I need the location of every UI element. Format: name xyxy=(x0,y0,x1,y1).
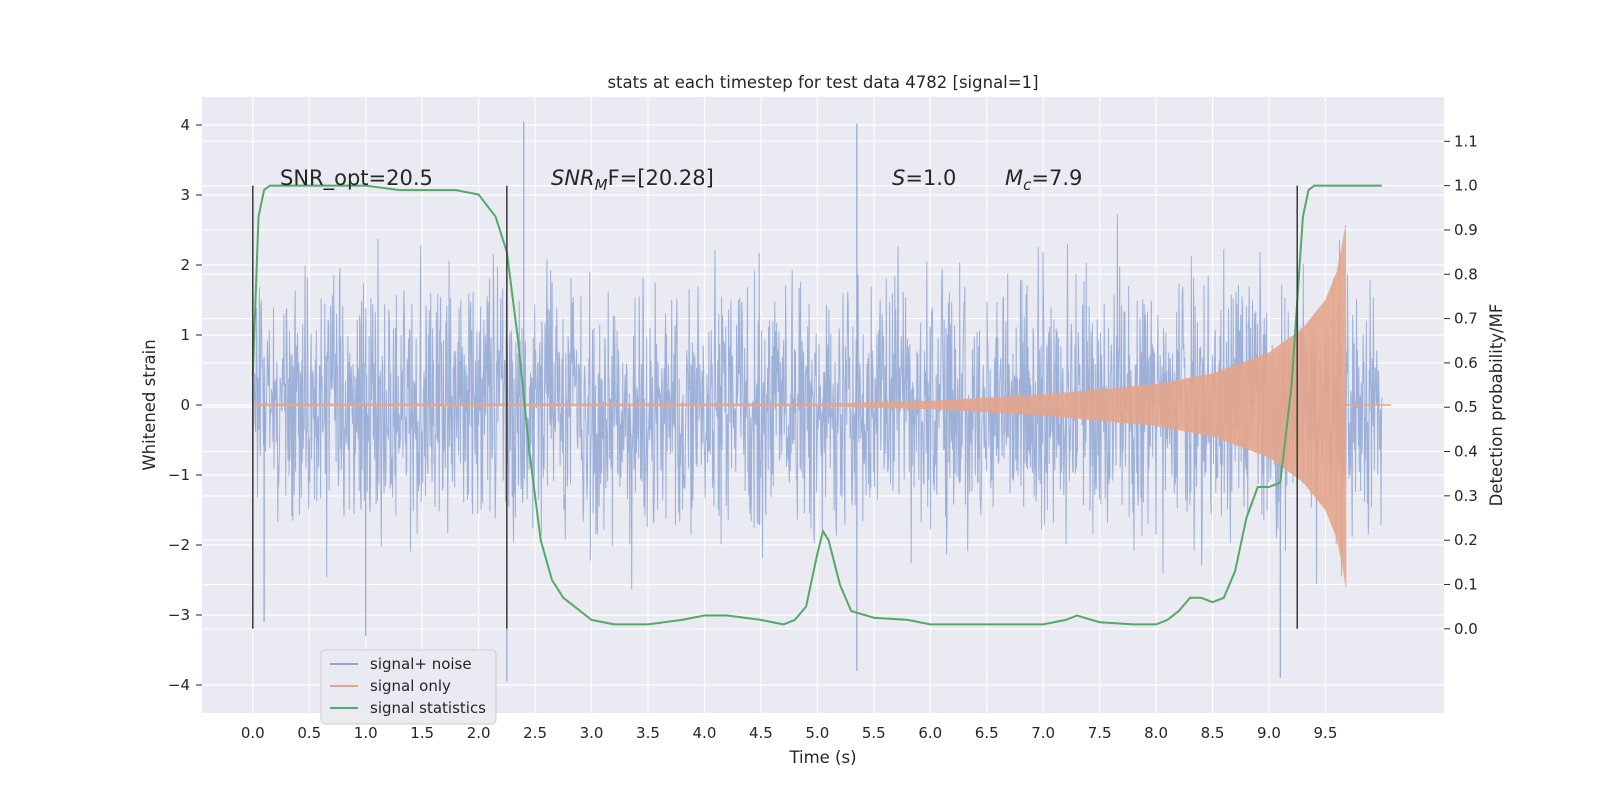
x-tick-label: 2.5 xyxy=(523,724,547,742)
annotation-mc-sub: c xyxy=(1023,176,1032,194)
legend-box xyxy=(320,649,497,725)
annotation-mc: Mc=7.9 xyxy=(1005,166,1082,194)
legend-label-signal-statistics: signal statistics xyxy=(370,699,486,717)
x-tick-label: 3.0 xyxy=(580,724,604,742)
y2-axis-label: Detection probability/MF xyxy=(1487,304,1506,507)
y-tick-label: 2 xyxy=(180,256,190,274)
y2-tick-label: 0.0 xyxy=(1454,620,1478,638)
x-tick-label: 8.0 xyxy=(1144,724,1168,742)
x-tick-label: 4.0 xyxy=(693,724,717,742)
x-tick-label: 8.5 xyxy=(1201,724,1225,742)
x-tick-label: 7.0 xyxy=(1031,724,1055,742)
y2-tick-label: 0.2 xyxy=(1454,531,1478,549)
y-tick-label: −1 xyxy=(168,466,190,484)
y2-tick-label: 0.9 xyxy=(1454,221,1478,239)
x-tick-label: 0.0 xyxy=(241,724,265,742)
x-tick-label: 9.0 xyxy=(1257,724,1281,742)
tick-labels: 0.0 0.5 1.0 1.5 2.0 2.5 3.0 3.5 4.0 4.5 5.0 5.5 6.0 6… xyxy=(168,116,1478,742)
y-tick-label: 3 xyxy=(180,186,190,204)
y-tick-label: −2 xyxy=(168,536,190,554)
annotation-snr-opt: SNR_opt=20.5 xyxy=(280,166,433,191)
x-tick-label: 7.5 xyxy=(1088,724,1112,742)
y-tick-label: −3 xyxy=(168,606,190,624)
annotation-mc-main: M xyxy=(1005,166,1023,190)
y-tick-label: −4 xyxy=(168,676,190,694)
x-tick-label: 6.0 xyxy=(918,724,942,742)
x-tick-label: 1.5 xyxy=(410,724,434,742)
y-tick-label: 1 xyxy=(180,326,190,344)
series-signal-only xyxy=(252,225,1347,588)
x-tick-label: 6.5 xyxy=(975,724,999,742)
y-axis-label: Whitened strain xyxy=(140,339,159,470)
y2-tick-label: 0.1 xyxy=(1454,575,1478,593)
chart-title: stats at each timestep for test data 478… xyxy=(607,73,1038,92)
x-tick-label: 4.5 xyxy=(749,724,773,742)
y2-tick-label: 0.3 xyxy=(1454,487,1478,505)
x-tick-label: 9.5 xyxy=(1314,724,1338,742)
vertical-markers xyxy=(252,185,1298,629)
x-tick-label: 2.0 xyxy=(467,724,491,742)
y-tick-label: 0 xyxy=(180,396,190,414)
annotation-s-rest: =1.0 xyxy=(905,166,956,190)
y-tick-label: 4 xyxy=(180,116,190,134)
y2-tick-label: 0.5 xyxy=(1454,398,1478,416)
x-tick-label: 0.5 xyxy=(297,724,321,742)
y2-tick-label: 0.7 xyxy=(1454,310,1478,328)
y2-tick-label: 1.0 xyxy=(1454,177,1478,195)
annotation-mc-rest: =7.9 xyxy=(1031,166,1082,190)
annotation-s-main: S xyxy=(892,166,905,190)
annotation-s: S=1.0 xyxy=(892,166,956,190)
y2-tick-label: 1.1 xyxy=(1454,132,1478,150)
series-signal-noise xyxy=(252,214,1383,590)
legend: signal+ noise signal only signal statist… xyxy=(320,649,497,725)
y2-tick-label: 0.6 xyxy=(1454,354,1478,372)
x-tick-label: 3.5 xyxy=(636,724,660,742)
legend-label-signal-only: signal only xyxy=(370,677,451,695)
x-axis-label: Time (s) xyxy=(788,748,856,767)
y2-tick-label: 0.4 xyxy=(1454,443,1478,461)
x-tick-label: 1.0 xyxy=(354,724,378,742)
annotation-snr-mf-sub: M xyxy=(595,176,608,194)
x-tick-label: 5.5 xyxy=(862,724,886,742)
y2-tick-label: 0.8 xyxy=(1454,265,1478,283)
annotation-snr-mf-main: SNR xyxy=(551,166,595,190)
legend-label-signal-noise: signal+ noise xyxy=(370,655,472,673)
x-tick-label: 5.0 xyxy=(805,724,829,742)
series-signal-statistics xyxy=(251,184,1382,626)
annotation-snr-mf: SNRMF=[20.28] xyxy=(551,166,714,194)
annotation-snr-mf-rest: F=[20.28] xyxy=(608,166,714,190)
